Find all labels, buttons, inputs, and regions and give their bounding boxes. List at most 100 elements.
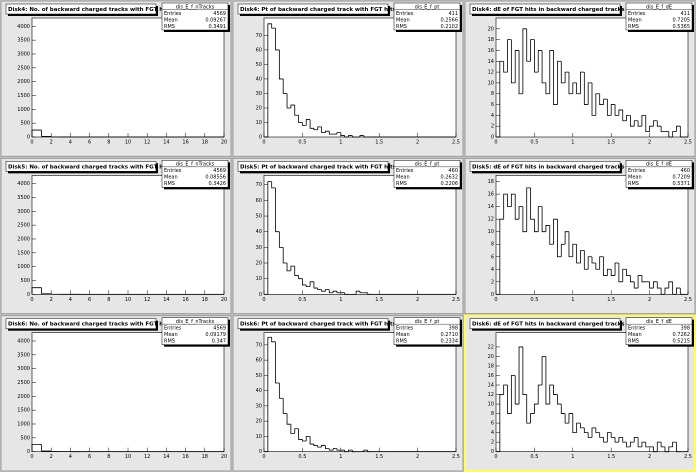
x-tick-label: 6 <box>88 297 91 303</box>
stats-label: Mean <box>164 175 178 181</box>
histogram-bin <box>348 135 353 137</box>
histogram-bin <box>534 39 539 73</box>
histogram-bin <box>630 275 635 283</box>
stats-label: Entries <box>628 168 646 174</box>
x-tick-label: 2.5 <box>452 140 460 146</box>
histogram-bin <box>568 413 573 424</box>
x-tick-label: 0 <box>262 454 265 460</box>
histogram-bin <box>355 290 360 295</box>
histogram-bin <box>302 122 307 126</box>
histogram-bin <box>606 99 612 116</box>
histogram-bin <box>294 105 299 116</box>
stats-label: RMS <box>396 338 407 344</box>
x-tick-label: 10 <box>125 140 131 146</box>
histogram-bin <box>622 109 627 122</box>
x-tick-label: 10 <box>125 454 131 460</box>
x-tick-label: 0.5 <box>298 454 306 460</box>
title-box <box>237 161 389 172</box>
stats-value: 0.2632 <box>441 175 459 181</box>
histogram-bin <box>363 135 368 138</box>
histogram-bin <box>576 422 581 433</box>
histogram-bin <box>626 442 631 448</box>
x-tick-label: 0 <box>262 140 265 146</box>
stats-name: dis_E_f_pt <box>415 162 440 168</box>
histogram-bin <box>595 427 600 434</box>
histogram-bin <box>526 28 531 62</box>
histogram-bin <box>328 289 334 294</box>
x-tick-label: 16 <box>182 454 188 460</box>
x-tick-label: 2 <box>648 297 651 303</box>
histogram-bin <box>325 130 330 133</box>
y-tick-label: 4000 <box>17 24 30 30</box>
stats-value: 0.347 <box>212 338 226 344</box>
histogram-bin <box>641 114 646 127</box>
histogram-bin <box>348 449 353 452</box>
x-tick-label: 8 <box>107 297 110 303</box>
histogram-bin <box>282 247 288 264</box>
y-tick-label: 500 <box>20 121 30 127</box>
histogram-bin <box>641 441 646 447</box>
histogram-bin <box>660 126 665 132</box>
histogram-bin <box>610 432 616 438</box>
stats-box <box>161 2 229 31</box>
title-box <box>5 3 157 15</box>
histogram-bin <box>645 442 650 448</box>
title-box <box>469 3 621 15</box>
histogram-bin <box>537 206 543 232</box>
chart-title: Disk6: No. of backward charged tracks wi… <box>8 322 172 328</box>
frame <box>263 175 457 295</box>
x-tick-label: 1.5 <box>607 454 615 460</box>
y-tick-label: 14 <box>488 383 494 389</box>
histogram-bin <box>537 384 543 405</box>
histogram-bin <box>344 450 349 453</box>
stats-label: RMS <box>396 24 407 30</box>
histogram-bin <box>31 287 42 295</box>
y-tick-label: 60 <box>256 47 262 53</box>
histogram-bin <box>507 385 512 414</box>
histogram-bin <box>622 268 627 282</box>
histogram-bin <box>534 403 539 414</box>
stats-value: 4569 <box>213 325 226 331</box>
x-tick-label: 6 <box>88 140 91 146</box>
y-tick-label: 20 <box>256 419 262 425</box>
y-tick-label: 2500 <box>17 223 30 229</box>
histogram-bin <box>305 284 311 287</box>
histogram-bin <box>282 78 288 94</box>
histogram-bin <box>367 292 372 295</box>
histogram-bin <box>518 206 523 220</box>
y-tick-label: 60 <box>256 198 262 204</box>
stats-label: Mean <box>628 175 642 181</box>
histogram-bin <box>499 218 504 295</box>
x-tick-label: 8 <box>107 140 110 146</box>
x-tick-label: 2 <box>50 297 53 303</box>
x-tick-label: 4 <box>69 140 72 146</box>
y-tick-label: 1500 <box>17 250 30 256</box>
x-tick-label: 20 <box>221 454 227 460</box>
histogram-bin <box>275 341 280 384</box>
frame <box>31 175 225 295</box>
histogram-bin <box>286 93 291 109</box>
histogram-bin <box>668 446 673 452</box>
histogram-bin <box>325 445 330 450</box>
histogram-bin <box>676 125 681 132</box>
stats-value: 0.5371 <box>673 181 691 187</box>
frame <box>263 17 457 138</box>
stats-label: Entries <box>628 11 646 17</box>
stats-value: 398 <box>680 325 690 331</box>
stats-box <box>393 317 461 345</box>
histogram-bin <box>672 131 677 137</box>
histogram-bin <box>557 219 562 258</box>
x-tick-label: 16 <box>182 297 188 303</box>
chart-title: Disk5: Pt of backward charged track with… <box>240 164 397 170</box>
histogram-bin <box>564 413 569 424</box>
y-tick-label: 50 <box>256 373 262 379</box>
y-tick-label: 0 <box>491 449 494 455</box>
stats-value: 460 <box>680 168 690 174</box>
x-tick-label: 1.5 <box>607 297 615 303</box>
stats-label: RMS <box>628 24 639 30</box>
stats-label: RMS <box>164 338 175 344</box>
histogram-bin <box>267 336 272 452</box>
y-tick-label: 10 <box>256 120 262 126</box>
histogram-bin <box>359 291 364 294</box>
